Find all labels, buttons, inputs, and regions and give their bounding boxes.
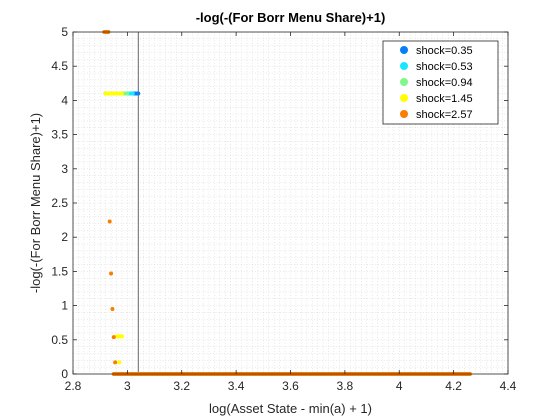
grid <box>73 32 508 374</box>
x-tick-label: 3.2 <box>173 379 190 393</box>
data-point <box>117 360 122 365</box>
x-tick-label: 3.6 <box>282 379 299 393</box>
x-tick-label: 3.4 <box>228 379 245 393</box>
y-axis-label: -log(-(For Borr Menu Share)+1) <box>28 113 43 293</box>
y-tick-label: 1 <box>61 299 68 313</box>
y-tick-label: 3 <box>61 162 68 176</box>
y-tick-label: 2.5 <box>51 196 68 210</box>
x-tick-label: 3.8 <box>337 379 354 393</box>
data-point <box>110 307 115 312</box>
y-tick-label: 1.5 <box>51 264 68 278</box>
data-point <box>107 219 112 224</box>
y-tick-label: 0.5 <box>51 333 68 347</box>
y-tick-label: 5 <box>61 25 68 39</box>
chart-title: -log(-(For Borr Menu Share)+1) <box>196 10 386 25</box>
legend-entry-label: shock=0.94 <box>416 77 473 89</box>
y-tick-label: 2 <box>61 230 68 244</box>
x-tick-label: 3 <box>124 379 131 393</box>
y-tick-label: 3.5 <box>51 128 68 142</box>
legend-entry-label: shock=1.45 <box>416 93 473 105</box>
legend-entry-label: shock=2.57 <box>416 109 473 121</box>
legend: shock=0.35 shock=0.53 shock=0.94 shock=1.45… <box>382 40 499 125</box>
x-tick-label: 4 <box>396 379 403 393</box>
legend-marker <box>400 78 408 86</box>
ticks: 2.8 3 3.2 3.4 3.6 3.8 4 4.2 4.4 0 0.5 1 1.5 2 2.5 3 3.5 4… <box>51 25 516 393</box>
legend-entry-label: shock=0.35 <box>416 45 473 57</box>
legend-marker <box>400 110 408 118</box>
y-tick-label: 0 <box>61 367 68 381</box>
x-tick-label: 4.2 <box>445 379 462 393</box>
x-tick-label: 2.8 <box>65 379 82 393</box>
y-tick-label: 4 <box>61 93 68 107</box>
x-axis-label: log(Asset State - min(a) + 1) <box>209 401 372 416</box>
legend-marker <box>400 62 408 70</box>
x-tick-label: 4.4 <box>500 379 517 393</box>
legend-marker <box>400 94 408 102</box>
data-point <box>109 271 114 276</box>
data-point <box>111 335 116 340</box>
legend-marker <box>400 46 408 54</box>
data-point <box>113 360 118 365</box>
legend-entry-label: shock=0.53 <box>416 61 473 73</box>
y-tick-label: 4.5 <box>51 59 68 73</box>
